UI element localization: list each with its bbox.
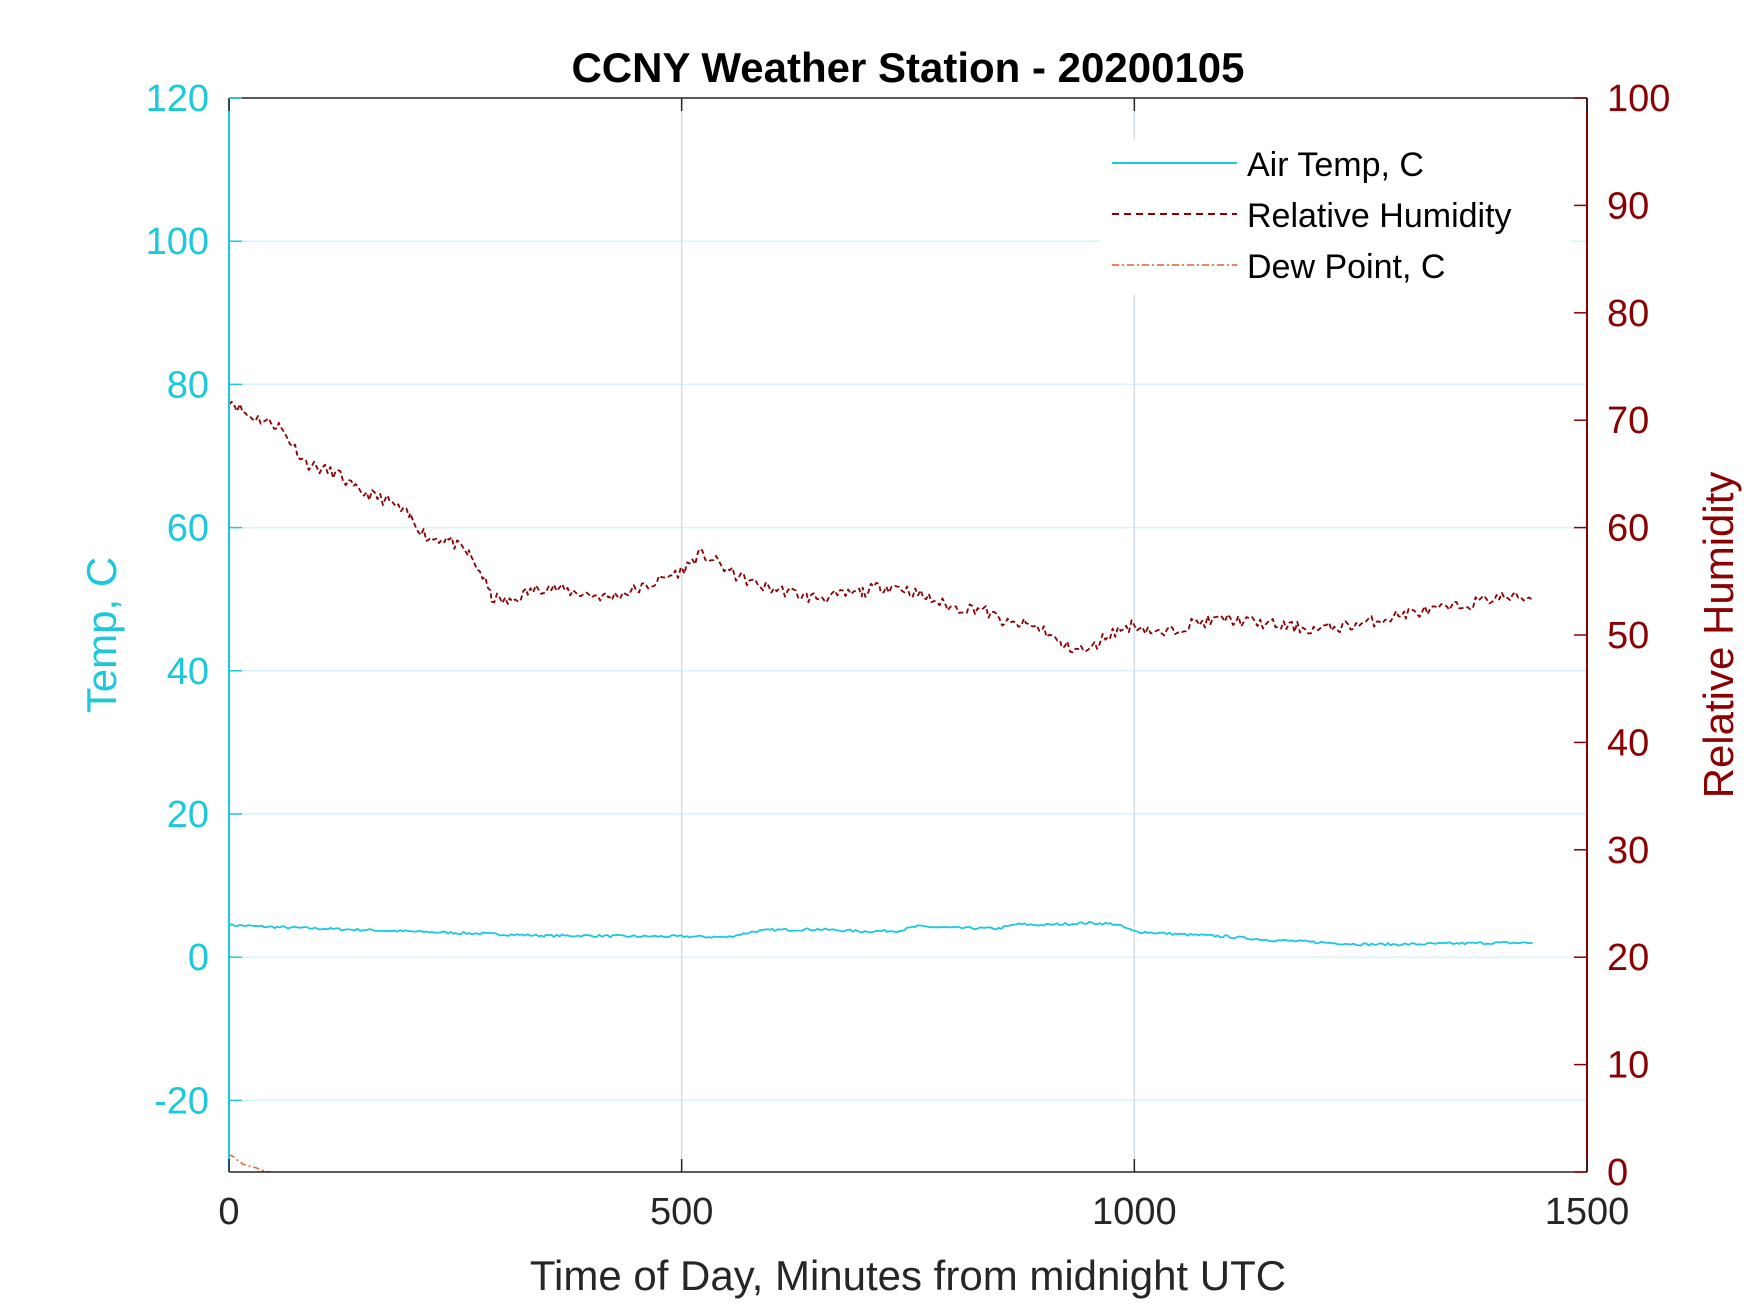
y-right-tick-label-100: 100: [1607, 78, 1670, 120]
y-left-tick-label-40: 40: [167, 651, 209, 693]
x-tick-label-500: 500: [650, 1191, 713, 1233]
legend-label-air-temp: Air Temp, C: [1247, 146, 1424, 184]
y-left-tick-label-60: 60: [167, 508, 209, 550]
legend-label-relative-humidity: Relative Humidity: [1247, 197, 1512, 235]
y-axis-right-label: Relative Humidity: [1695, 472, 1742, 799]
y-right-tick-label-70: 70: [1607, 400, 1649, 442]
legend-label-dew-point: Dew Point, C: [1247, 248, 1445, 286]
axes: [228, 97, 1588, 1173]
y-left-tick-label-0: 0: [188, 937, 209, 979]
y-right-tick-label-80: 80: [1607, 293, 1649, 335]
y-left-tick-label--20: -20: [154, 1080, 209, 1122]
y-left-tick-label-20: 20: [167, 794, 209, 836]
x-tick-label-0: 0: [218, 1191, 239, 1233]
x-tick-label-1500: 1500: [1545, 1191, 1630, 1233]
y-left-tick-label-120: 120: [146, 78, 209, 120]
legend: Air Temp, C Relative Humidity Dew Point,…: [1100, 140, 1570, 295]
x-tick-label-1000: 1000: [1092, 1191, 1177, 1233]
chart-title: CCNY Weather Station - 20200105: [571, 44, 1244, 91]
y-axis-left-label: Temp, C: [78, 557, 125, 713]
series-line-relative-humidity: [229, 400, 1534, 654]
y-right-tick-label-60: 60: [1607, 508, 1649, 550]
legend-box: [1100, 140, 1570, 295]
y-right-tick-label-40: 40: [1607, 722, 1649, 764]
y-right-tick-label-90: 90: [1607, 185, 1649, 227]
y-right-tick-label-20: 20: [1607, 937, 1649, 979]
y-left-tick-label-80: 80: [167, 364, 209, 406]
tick-labels: 0 500 1000 1500 -20 0 20 40 60 80 100 120 0 10 20 30 40 5…: [146, 78, 1671, 1233]
y-left-tick-label-100: 100: [146, 221, 209, 263]
y-right-tick-label-10: 10: [1607, 1045, 1649, 1087]
series-layer: [229, 400, 1534, 1172]
y-right-tick-label-50: 50: [1607, 615, 1649, 657]
y-right-tick-label-30: 30: [1607, 830, 1649, 872]
x-axis-label: Time of Day, Minutes from midnight UTC: [530, 1252, 1286, 1299]
series-line-dew-point-c: [229, 1154, 279, 1172]
y-right-tick-label-0: 0: [1607, 1152, 1628, 1194]
series-line-air-temp-c: [229, 920, 1533, 947]
